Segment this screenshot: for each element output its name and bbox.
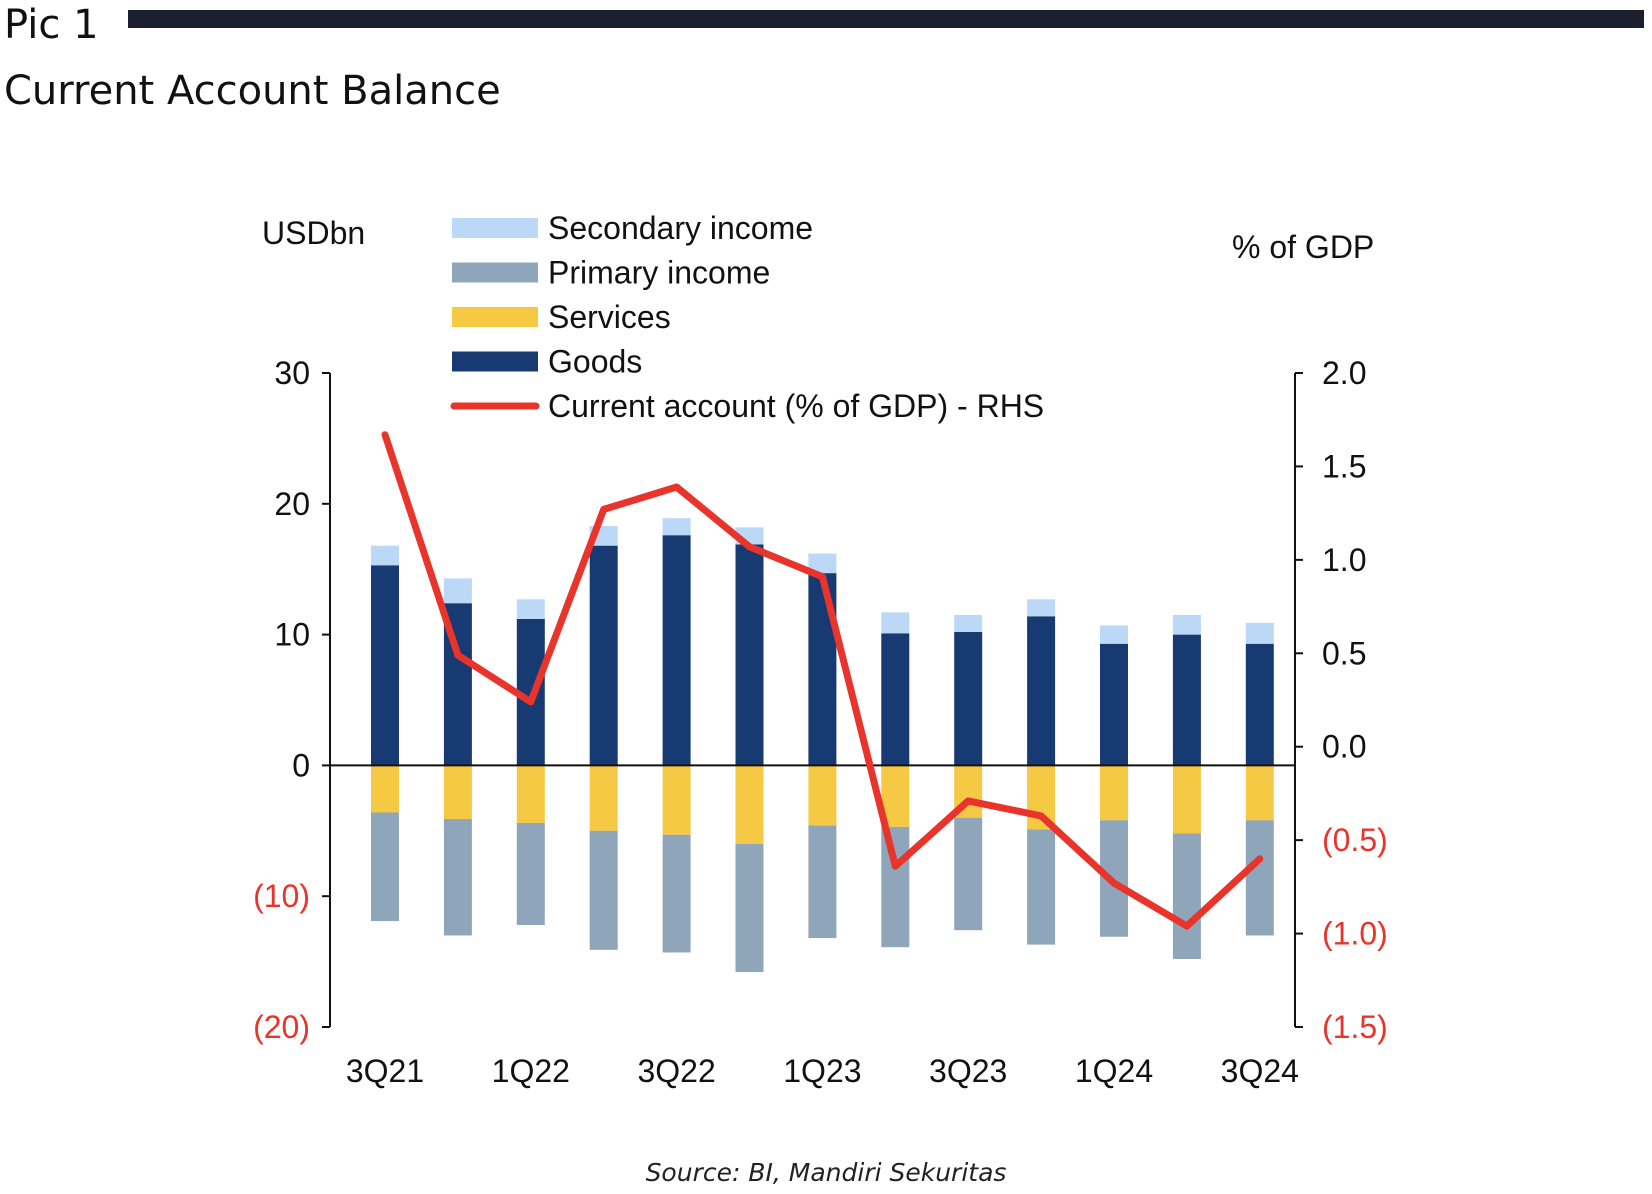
legend-label: Current account (% of GDP) - RHS	[548, 388, 1044, 424]
left-tick-label: (10)	[253, 878, 310, 914]
goods-bar	[589, 545, 618, 766]
figure-header: Pic 1	[0, 0, 1652, 60]
secondary-income-bar	[662, 518, 691, 536]
right-axis-title: % of GDP	[1232, 229, 1374, 265]
secondary-income-bar	[1172, 614, 1201, 635]
x-tick-label: 3Q22	[637, 1053, 715, 1089]
secondary-income-bar	[808, 553, 837, 574]
x-tick-label: 1Q23	[783, 1053, 861, 1089]
secondary-income-bar	[516, 599, 545, 619]
x-tick-label: 3Q21	[346, 1053, 424, 1089]
services-bar	[735, 765, 764, 844]
legend-label: Goods	[548, 344, 642, 380]
goods-bar	[371, 565, 399, 766]
services-bar	[371, 765, 399, 813]
primary-income-bar	[1245, 820, 1274, 936]
right-tick-label: (1.0)	[1322, 916, 1388, 952]
primary-income-bar	[516, 822, 545, 925]
primary-income-bar	[589, 830, 618, 950]
services-bar	[589, 765, 618, 831]
primary-income-bar	[443, 819, 472, 936]
left-tick-label: 30	[274, 355, 310, 391]
right-tick-label: (1.5)	[1322, 1009, 1388, 1045]
legend-swatch	[452, 218, 538, 238]
secondary-income-bar	[1027, 599, 1056, 617]
chart-title: Current Account Balance	[4, 68, 501, 114]
legend-label: Primary income	[548, 255, 770, 291]
services-bar	[1100, 765, 1128, 821]
services-bar	[516, 765, 545, 823]
secondary-income-bar	[954, 614, 983, 632]
primary-income-bar	[1172, 833, 1201, 959]
legend-label: Services	[548, 299, 671, 335]
services-bar	[1172, 765, 1201, 834]
goods-bar	[735, 544, 764, 766]
right-tick-label: 0.5	[1322, 635, 1366, 671]
goods-bar	[1172, 634, 1201, 766]
left-axis-title: USDbn	[262, 215, 365, 251]
secondary-income-bar	[1245, 622, 1274, 644]
right-tick-label: 2.0	[1322, 355, 1366, 391]
x-tick-label: 3Q24	[1221, 1053, 1299, 1089]
goods-bar	[1027, 616, 1056, 766]
secondary-income-bar	[371, 545, 399, 566]
left-tick-label: 20	[274, 486, 310, 522]
goods-bar	[662, 535, 691, 766]
goods-bar	[954, 631, 983, 766]
x-tick-label: 1Q24	[1075, 1053, 1153, 1089]
primary-income-bar	[662, 834, 691, 953]
source-note: Source: BI, Mandiri Sekuritas	[645, 1158, 1007, 1187]
goods-bar	[1245, 643, 1274, 766]
right-tick-label: (0.5)	[1322, 822, 1388, 858]
x-tick-label: 1Q22	[492, 1053, 570, 1089]
primary-income-bar	[1027, 829, 1056, 945]
figure-number: Pic 1	[4, 2, 99, 48]
services-bar	[808, 765, 837, 826]
primary-income-bar	[954, 817, 983, 931]
goods-bar	[1100, 643, 1128, 766]
goods-bar	[881, 633, 910, 766]
left-tick-label: 10	[274, 617, 310, 653]
legend-swatch	[452, 307, 538, 327]
services-bar	[662, 765, 691, 835]
x-tick-label: 3Q23	[929, 1053, 1007, 1089]
right-tick-label: 0.0	[1322, 729, 1366, 765]
primary-income-bar	[808, 825, 837, 939]
primary-income-bar	[735, 843, 764, 973]
services-bar	[443, 765, 472, 820]
secondary-income-bar	[1100, 625, 1128, 644]
legend-swatch	[452, 351, 538, 372]
primary-income-bar	[371, 812, 399, 922]
left-tick-label: (20)	[253, 1009, 310, 1045]
right-tick-label: 1.5	[1322, 448, 1366, 484]
secondary-income-bar	[881, 612, 910, 634]
header-rule	[128, 10, 1644, 28]
secondary-income-bar	[443, 578, 472, 604]
legend-swatch	[452, 262, 538, 283]
left-tick-label: 0	[292, 747, 310, 783]
primary-income-bar	[881, 826, 910, 948]
legend-label: Secondary income	[548, 210, 813, 246]
services-bar	[1245, 765, 1274, 821]
right-tick-label: 1.0	[1322, 542, 1366, 578]
